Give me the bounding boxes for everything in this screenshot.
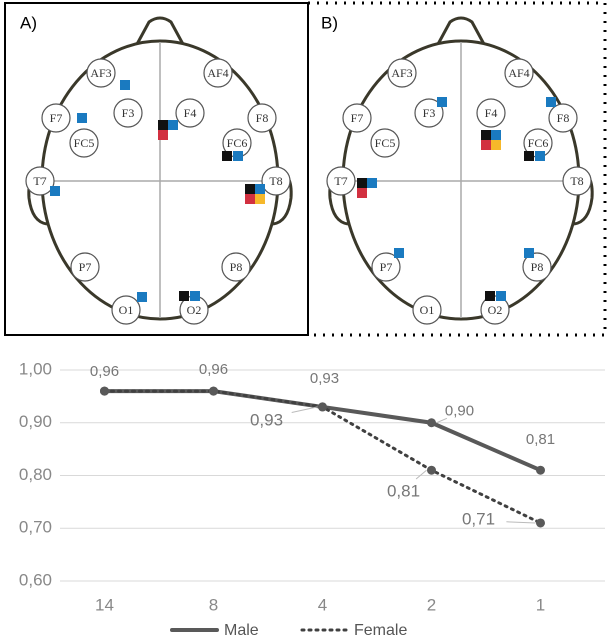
marker	[245, 184, 255, 194]
electrode-label: O2	[187, 303, 202, 317]
marker	[168, 120, 178, 130]
electrode-label: P7	[79, 260, 92, 274]
marker	[255, 194, 265, 204]
electrode-label: T7	[33, 174, 46, 188]
marker	[481, 140, 491, 150]
data-label: 0,96	[199, 361, 228, 378]
marker	[77, 113, 87, 123]
marker	[524, 151, 534, 161]
marker	[437, 97, 447, 107]
panel-label: A)	[20, 13, 37, 32]
legend-label: Female	[354, 622, 407, 639]
data-label: 0,96	[90, 363, 119, 380]
electrode-label: F4	[485, 106, 498, 120]
y-tick-label: 0,90	[19, 412, 52, 431]
electrode-label: P8	[531, 260, 544, 274]
leader-line	[506, 522, 535, 523]
electrode-label: P8	[230, 260, 243, 274]
electrode-label: FC6	[528, 136, 549, 150]
electrode-label: O1	[119, 303, 134, 317]
data-label: 0,90	[445, 403, 474, 420]
electrode-label: F7	[351, 111, 364, 125]
marker	[233, 151, 243, 161]
marker	[245, 194, 255, 204]
electrode-label: AF4	[508, 66, 529, 80]
electrode-label: AF3	[391, 66, 412, 80]
data-point	[427, 466, 436, 475]
marker	[485, 291, 495, 301]
marker	[179, 291, 189, 301]
marker	[535, 151, 545, 161]
marker	[120, 80, 130, 90]
data-point	[536, 518, 545, 527]
electrode-label: FC5	[74, 136, 95, 150]
marker	[50, 186, 60, 196]
x-tick-label: 1	[536, 595, 545, 614]
data-point	[536, 466, 545, 475]
data-label: 0,93	[310, 370, 339, 387]
marker	[222, 151, 232, 161]
marker	[491, 140, 501, 150]
electrode-label: F7	[50, 111, 63, 125]
marker	[546, 97, 556, 107]
y-tick-label: 0,70	[19, 518, 52, 537]
page: {"panels": [ {"label": "A)", "electrodes…	[0, 0, 610, 643]
figure: A)AF3AF4F7F3F4F8FC5FC6T7T8P7P8O1O2B)AF3A…	[0, 0, 610, 643]
marker	[367, 178, 377, 188]
data-point	[427, 418, 436, 427]
head-diagram: B) AF3 AF4 F7 F3 F4 F8 FC5 FC6 T7 T8 P7 P8 O1 O2	[321, 13, 592, 324]
electrode-label: T8	[269, 174, 282, 188]
electrode-label: F4	[184, 106, 197, 120]
electrode-label: O1	[420, 303, 435, 317]
data-point	[100, 387, 109, 396]
y-tick-label: 0,60	[19, 570, 52, 589]
x-tick-label: 8	[209, 595, 218, 614]
marker	[524, 248, 534, 258]
x-tick-label: 14	[95, 595, 114, 614]
electrode-label: O2	[488, 303, 503, 317]
marker	[491, 130, 501, 140]
marker	[255, 184, 265, 194]
marker	[357, 178, 367, 188]
data-label: 0,81	[387, 482, 420, 501]
electrode-label: AF3	[90, 66, 111, 80]
electrode-label: FC5	[375, 136, 396, 150]
electrode-label: FC6	[227, 136, 248, 150]
data-point	[318, 402, 327, 411]
y-tick-label: 1,00	[19, 359, 52, 378]
data-label: 0,81	[526, 431, 555, 448]
electrode-label: F8	[256, 111, 269, 125]
head-diagram: A) AF3 AF4 F7 F3 F4 F8 FC5 FC6 T7 T8 P7 P8 O1 O2	[20, 13, 291, 324]
marker	[158, 120, 168, 130]
marker	[137, 292, 147, 302]
data-label: 0,71	[462, 509, 495, 528]
electrode-label: F8	[557, 111, 570, 125]
leader-line	[416, 470, 426, 479]
legend-label: Male	[224, 622, 259, 639]
electrode-label: F3	[122, 106, 135, 120]
marker	[158, 130, 168, 140]
marker	[496, 291, 506, 301]
y-tick-label: 0,80	[19, 465, 52, 484]
electrode-label: AF4	[207, 66, 228, 80]
electrode-label: P7	[380, 260, 393, 274]
data-point	[209, 387, 218, 396]
electrode-label: T7	[334, 174, 347, 188]
x-tick-label: 2	[427, 595, 436, 614]
data-label: 0,93	[250, 410, 283, 429]
marker	[357, 188, 367, 198]
x-tick-label: 4	[318, 595, 327, 614]
panel-label: B)	[321, 13, 338, 32]
marker	[190, 291, 200, 301]
marker	[394, 248, 404, 258]
leader-line	[292, 407, 318, 413]
marker	[481, 130, 491, 140]
electrode-label: T8	[570, 174, 583, 188]
electrode-label: F3	[423, 106, 436, 120]
